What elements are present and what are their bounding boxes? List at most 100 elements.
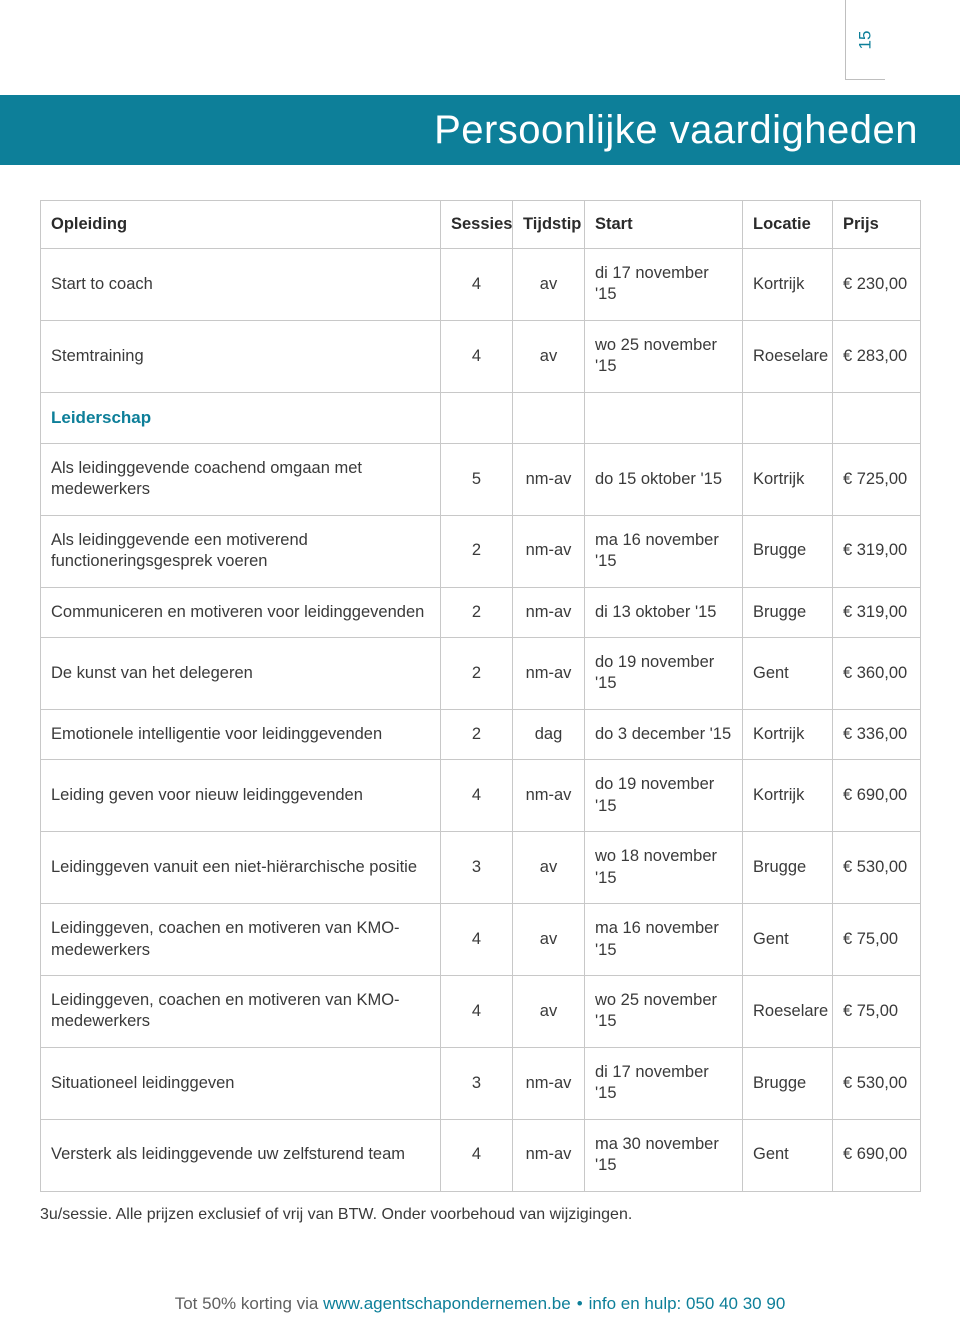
table-row: Versterk als leidinggevende uw zelfsture…	[41, 1119, 921, 1191]
cell-tijdstip: av	[513, 904, 585, 976]
cell-prijs: € 283,00	[833, 320, 921, 392]
cell-opleiding: Stemtraining	[41, 320, 441, 392]
empty-cell	[585, 392, 743, 443]
cell-tijdstip: nm-av	[513, 1047, 585, 1119]
table-note: 3u/sessie. Alle prijzen exclusief of vri…	[40, 1206, 632, 1224]
category-cell: Leiderschap	[41, 392, 441, 443]
cell-prijs: € 530,00	[833, 1047, 921, 1119]
cell-locatie: Kortrijk	[743, 760, 833, 832]
table-row: Leiderschap	[41, 392, 921, 443]
table-row: Situationeel leidinggeven3nm-avdi 17 nov…	[41, 1047, 921, 1119]
cell-start: di 17 november '15	[585, 249, 743, 321]
cell-start: do 19 november '15	[585, 760, 743, 832]
cell-opleiding: De kunst van het delegeren	[41, 638, 441, 710]
cell-start: do 3 december '15	[585, 709, 743, 759]
cell-start: ma 16 november '15	[585, 904, 743, 976]
table-header-row: Opleiding Sessies Tijdstip Start Locatie…	[41, 201, 921, 249]
cell-start: wo 25 november '15	[585, 975, 743, 1047]
cell-locatie: Brugge	[743, 587, 833, 637]
cell-locatie: Gent	[743, 904, 833, 976]
cell-opleiding: Leiding geven voor nieuw leidinggevenden	[41, 760, 441, 832]
page-number-box: 15	[845, 0, 885, 80]
empty-cell	[743, 392, 833, 443]
cell-locatie: Gent	[743, 638, 833, 710]
cell-start: ma 30 november '15	[585, 1119, 743, 1191]
cell-opleiding: Versterk als leidinggevende uw zelfsture…	[41, 1119, 441, 1191]
cell-opleiding: Emotionele intelligentie voor leidinggev…	[41, 709, 441, 759]
table-row: Leidinggeven, coachen en motiveren van K…	[41, 904, 921, 976]
cell-opleiding: Leidinggeven vanuit een niet-hiërarchisc…	[41, 832, 441, 904]
cell-prijs: € 725,00	[833, 443, 921, 515]
empty-cell	[513, 392, 585, 443]
cell-sessies: 4	[441, 1119, 513, 1191]
cell-start: di 13 oktober '15	[585, 587, 743, 637]
table-row: Leidinggeven, coachen en motiveren van K…	[41, 975, 921, 1047]
table-row: De kunst van het delegeren2nm-avdo 19 no…	[41, 638, 921, 710]
cell-locatie: Kortrijk	[743, 709, 833, 759]
cell-prijs: € 690,00	[833, 760, 921, 832]
cell-start: di 17 november '15	[585, 1047, 743, 1119]
cell-opleiding: Communiceren en motiveren voor leidingge…	[41, 587, 441, 637]
cell-prijs: € 230,00	[833, 249, 921, 321]
cell-sessies: 2	[441, 709, 513, 759]
cell-locatie: Roeselare	[743, 975, 833, 1047]
cell-prijs: € 336,00	[833, 709, 921, 759]
cell-locatie: Brugge	[743, 1047, 833, 1119]
cell-sessies: 5	[441, 443, 513, 515]
section-banner: Persoonlijke vaardigheden	[0, 95, 960, 165]
table-row: Als leidinggevende een motiverend functi…	[41, 515, 921, 587]
cell-sessies: 2	[441, 587, 513, 637]
cell-tijdstip: nm-av	[513, 638, 585, 710]
cell-tijdstip: nm-av	[513, 515, 585, 587]
cell-sessies: 4	[441, 249, 513, 321]
cell-sessies: 2	[441, 638, 513, 710]
col-prijs: Prijs	[833, 201, 921, 249]
cell-locatie: Kortrijk	[743, 249, 833, 321]
cell-opleiding: Situationeel leidinggeven	[41, 1047, 441, 1119]
cell-start: wo 18 november '15	[585, 832, 743, 904]
footer-suffix: info en hulp: 050 40 30 90	[589, 1294, 786, 1313]
table-row: Leidinggeven vanuit een niet-hiërarchisc…	[41, 832, 921, 904]
cell-sessies: 4	[441, 320, 513, 392]
col-locatie: Locatie	[743, 201, 833, 249]
cell-opleiding: Als leidinggevende een motiverend functi…	[41, 515, 441, 587]
table-row: Leiding geven voor nieuw leidinggevenden…	[41, 760, 921, 832]
cell-prijs: € 75,00	[833, 904, 921, 976]
cell-tijdstip: nm-av	[513, 443, 585, 515]
cell-tijdstip: av	[513, 249, 585, 321]
col-sessies: Sessies	[441, 201, 513, 249]
empty-cell	[441, 392, 513, 443]
col-start: Start	[585, 201, 743, 249]
cell-tijdstip: av	[513, 320, 585, 392]
table-row: Communiceren en motiveren voor leidingge…	[41, 587, 921, 637]
cell-locatie: Brugge	[743, 515, 833, 587]
cell-opleiding: Start to coach	[41, 249, 441, 321]
cell-locatie: Roeselare	[743, 320, 833, 392]
footer-prefix: Tot 50% korting via	[175, 1294, 323, 1313]
cell-opleiding: Als leidinggevende coachend omgaan met m…	[41, 443, 441, 515]
cell-start: ma 16 november '15	[585, 515, 743, 587]
cell-opleiding: Leidinggeven, coachen en motiveren van K…	[41, 904, 441, 976]
cell-prijs: € 75,00	[833, 975, 921, 1047]
cell-sessies: 3	[441, 1047, 513, 1119]
cell-prijs: € 319,00	[833, 587, 921, 637]
cell-start: do 15 oktober '15	[585, 443, 743, 515]
cell-start: wo 25 november '15	[585, 320, 743, 392]
cell-tijdstip: dag	[513, 709, 585, 759]
table-row: Start to coach4avdi 17 november '15Kortr…	[41, 249, 921, 321]
cell-prijs: € 360,00	[833, 638, 921, 710]
table-row: Als leidinggevende coachend omgaan met m…	[41, 443, 921, 515]
table-row: Stemtraining4avwo 25 november '15Roesela…	[41, 320, 921, 392]
training-table: Opleiding Sessies Tijdstip Start Locatie…	[40, 200, 921, 1192]
col-opleiding: Opleiding	[41, 201, 441, 249]
training-table-wrap: Opleiding Sessies Tijdstip Start Locatie…	[40, 200, 920, 1192]
cell-sessies: 2	[441, 515, 513, 587]
empty-cell	[833, 392, 921, 443]
cell-sessies: 4	[441, 760, 513, 832]
page-number: 15	[855, 30, 875, 49]
cell-tijdstip: nm-av	[513, 587, 585, 637]
cell-opleiding: Leidinggeven, coachen en motiveren van K…	[41, 975, 441, 1047]
cell-prijs: € 319,00	[833, 515, 921, 587]
section-title: Persoonlijke vaardigheden	[434, 108, 918, 153]
cell-sessies: 3	[441, 832, 513, 904]
